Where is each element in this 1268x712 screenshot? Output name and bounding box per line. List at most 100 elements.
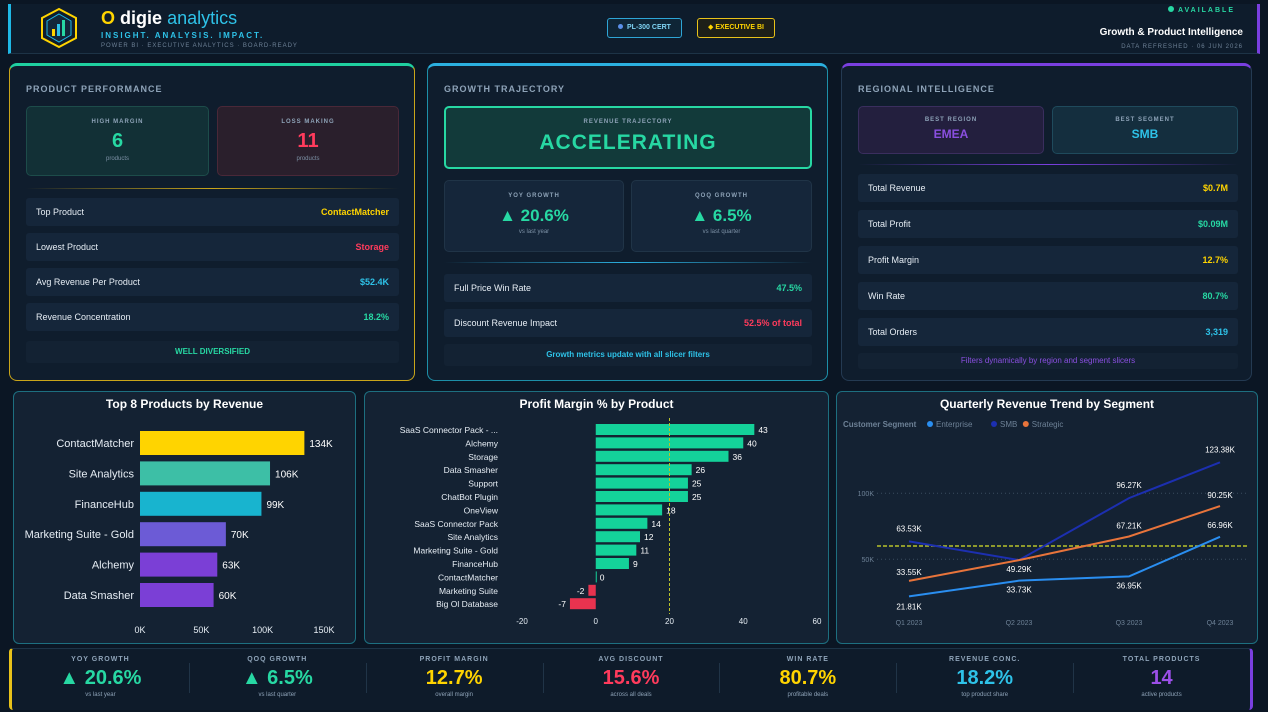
margin-bar [595, 450, 729, 462]
x-tick-label: Q3 2023 [1116, 620, 1143, 627]
category-label: Data Smasher [64, 590, 135, 602]
category-label: Marketing Suite - Gold [25, 529, 134, 541]
data-label: 36 [733, 452, 743, 462]
series-line [908, 535, 1221, 598]
data-label: 123.38K [1205, 445, 1235, 454]
category-label: Alchemy [465, 438, 498, 448]
data-label: 33.73K [1006, 586, 1032, 595]
brand-subline: POWER BI · EXECUTIVE ANALYTICS · BOARD-R… [101, 43, 298, 49]
data-label: -2 [577, 586, 585, 596]
data-label: 26 [696, 465, 706, 475]
data-label: 96.27K [1116, 481, 1142, 490]
revenue-bar [140, 491, 262, 516]
category-label: SaaS Connector Pack - ... [400, 425, 498, 435]
regional-metric-row: Total Revenue $0.7M [858, 174, 1238, 202]
category-label: Alchemy [92, 560, 135, 572]
x-tick-label: 150K [313, 625, 334, 635]
metric-label: Avg Revenue Per Product [36, 277, 140, 287]
metric-label: Discount Revenue Impact [454, 318, 558, 328]
margin-bar [595, 558, 629, 569]
legend-entry: Strategic [1032, 420, 1064, 429]
dashboard-header: O digie analytics INSIGHT. ANALYSIS. IMP… [8, 4, 1260, 54]
data-label: 43 [758, 425, 768, 435]
kpi-divider [896, 663, 898, 693]
quarterly-revenue-line-chart: Customer Segment Enterprise SMB Strategic 50… [843, 420, 1249, 627]
divider [858, 164, 1238, 165]
cert-badge[interactable]: PL-300 CERT [607, 18, 682, 38]
series-line [908, 461, 1221, 562]
legend-dot [1022, 421, 1029, 427]
data-refreshed: DATA REFRESHED · 06 JUN 2026 [1121, 44, 1243, 50]
x-tick-label: Q1 2023 [896, 620, 923, 627]
metric-value: 47.5% [776, 283, 802, 293]
product-metric-row: Avg Revenue Per Product $52.4K [26, 268, 399, 296]
kpi-label: YOY GROWTH [71, 656, 130, 663]
kpi-tile: REVENUE CONC. 18.2% top product share [905, 649, 1065, 711]
card-title: GROWTH TRAJECTORY [444, 84, 566, 94]
x-tick-label: 0 [594, 617, 599, 626]
quarterly-revenue-chart-panel: Quarterly Revenue Trend by Segment Custo… [836, 391, 1258, 644]
kpi-tile: AVG DISCOUNT 15.6% across all deals [551, 649, 711, 711]
data-label: 25 [692, 479, 702, 489]
kpi-value: 80.7% [779, 667, 837, 689]
data-label: 33.55K [896, 568, 922, 577]
metric-label: Full Price Win Rate [454, 283, 532, 293]
metric-label: Total Profit [868, 219, 911, 229]
kpi-label: QOQ GROWTH [247, 656, 308, 663]
chart-title: Profit Margin % by Product [519, 397, 674, 411]
margin-bar [595, 464, 692, 476]
x-tick-label: 100K [252, 625, 273, 635]
revenue-trajectory-tile: REVENUE TRAJECTORY ACCELERATING [444, 106, 812, 169]
kpi-tile: WIN RATE 80.7% profitable deals [728, 649, 888, 711]
kpi-sub: vs last quarter [258, 692, 297, 698]
card-title: REGIONAL INTELLIGENCE [858, 84, 995, 94]
data-label: 70K [231, 530, 249, 541]
x-tick-label: -20 [516, 617, 528, 626]
metric-label: Win Rate [868, 291, 906, 301]
category-label: Data Smasher [444, 465, 498, 475]
revenue-bar [140, 552, 218, 577]
data-label: 90.25K [1207, 491, 1233, 500]
data-label: 25 [692, 492, 702, 502]
data-label: 21.81K [896, 602, 922, 611]
category-label: Storage [468, 452, 498, 462]
x-tick-label: Q2 2023 [1006, 620, 1033, 627]
divider [444, 262, 812, 263]
kpi-value: ▲ 6.5% [241, 667, 313, 689]
product-metric-row: Lowest Product Storage [26, 233, 399, 261]
metric-value: $0.7M [1202, 183, 1228, 193]
data-label: 67.21K [1116, 521, 1142, 530]
chart-title: Quarterly Revenue Trend by Segment [939, 397, 1155, 411]
category-label: ContactMatcher [438, 572, 498, 582]
best-segment-tile: BEST SEGMENT SMB [1052, 106, 1238, 154]
metric-label: Total Orders [868, 327, 918, 337]
regional-metric-row: Total Orders 3,319 [858, 318, 1238, 346]
profit-margin-chart-panel: Profit Margin % by Product SaaS Connecto… [364, 391, 829, 644]
product-performance-card: PRODUCT PERFORMANCE HIGH MARGIN 6 produc… [9, 63, 415, 381]
data-label: 0 [600, 572, 605, 582]
best-region-tile: BEST REGION EMEA [858, 106, 1044, 154]
qoq-growth-tile: QOQ GROWTH ▲ 6.5% vs last quarter [631, 180, 812, 252]
revenue-bar [140, 431, 305, 455]
data-label: 63.53K [896, 524, 922, 533]
legend-dot [991, 421, 997, 427]
data-label: 36.95K [1116, 581, 1142, 590]
legend-title: Customer Segment [843, 420, 917, 429]
data-label: -7 [558, 599, 566, 609]
margin-bar [595, 504, 663, 516]
margin-bar [595, 517, 648, 529]
revenue-bar [140, 522, 226, 547]
kpi-label: TOTAL PRODUCTS [1122, 656, 1201, 663]
margin-bar [595, 571, 597, 583]
category-label: Site Analytics [447, 532, 498, 542]
kpi-tile: TOTAL PRODUCTS 14 active products [1082, 649, 1242, 711]
executive-bi-badge[interactable]: ◆ EXECUTIVE BI [697, 18, 775, 38]
kpi-divider [188, 663, 190, 693]
growth-metric-row: Full Price Win Rate 47.5% [444, 274, 812, 302]
revenue-bar [140, 583, 214, 607]
margin-bar [595, 437, 744, 449]
diversification-banner: WELL DIVERSIFIED [26, 341, 399, 363]
legend-entry: Enterprise [936, 420, 973, 429]
kpi-tile: YOY GROWTH ▲ 20.6% vs last year [20, 649, 180, 711]
category-label: Marketing Suite [439, 586, 498, 596]
